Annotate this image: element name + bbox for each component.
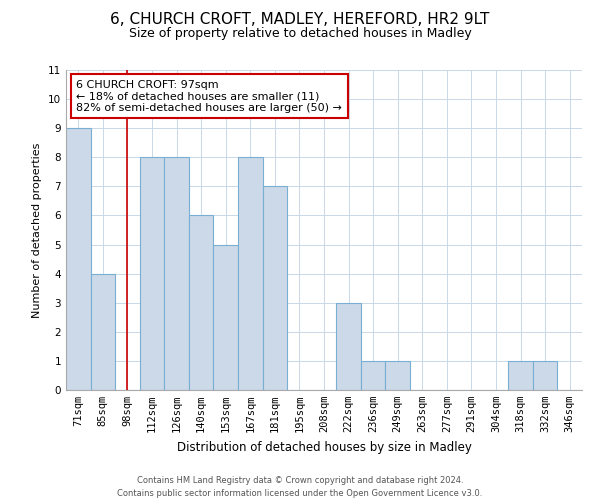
Bar — [533, 361, 557, 390]
Bar — [385, 361, 410, 390]
Bar — [66, 128, 91, 390]
Text: Contains HM Land Registry data © Crown copyright and database right 2024.
Contai: Contains HM Land Registry data © Crown c… — [118, 476, 482, 498]
Text: Size of property relative to detached houses in Madley: Size of property relative to detached ho… — [128, 28, 472, 40]
Bar — [361, 361, 385, 390]
Bar — [214, 244, 238, 390]
Bar — [189, 216, 214, 390]
Text: 6, CHURCH CROFT, MADLEY, HEREFORD, HR2 9LT: 6, CHURCH CROFT, MADLEY, HEREFORD, HR2 9… — [110, 12, 490, 28]
Bar — [238, 158, 263, 390]
Bar — [164, 158, 189, 390]
Y-axis label: Number of detached properties: Number of detached properties — [32, 142, 43, 318]
X-axis label: Distribution of detached houses by size in Madley: Distribution of detached houses by size … — [176, 440, 472, 454]
Bar — [336, 302, 361, 390]
Bar — [140, 158, 164, 390]
Text: 6 CHURCH CROFT: 97sqm
← 18% of detached houses are smaller (11)
82% of semi-deta: 6 CHURCH CROFT: 97sqm ← 18% of detached … — [76, 80, 342, 113]
Bar — [91, 274, 115, 390]
Bar — [263, 186, 287, 390]
Bar — [508, 361, 533, 390]
